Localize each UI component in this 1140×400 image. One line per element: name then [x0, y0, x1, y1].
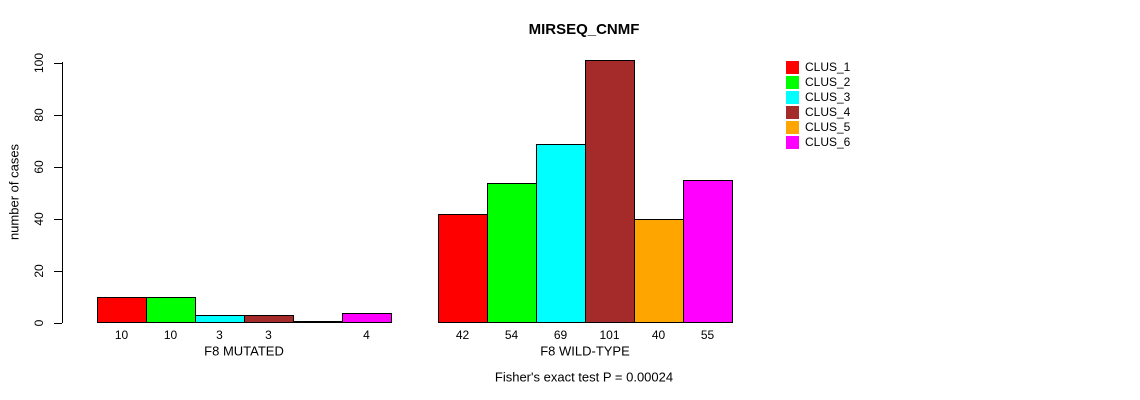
y-axis-line — [62, 62, 63, 323]
bar-value-label: 55 — [700, 328, 715, 342]
y-tick-label: 60 — [32, 160, 46, 174]
bar-value-label: 42 — [455, 328, 470, 342]
caption: Fisher's exact test P = 0.00024 — [494, 369, 674, 385]
legend-row: CLUS_2 — [786, 75, 850, 90]
y-tick-mark — [54, 219, 62, 220]
y-tick-mark — [54, 323, 62, 324]
y-tick-label: 20 — [32, 264, 46, 278]
legend-swatch-icon — [786, 61, 799, 74]
legend-swatch-icon — [786, 121, 799, 134]
bar-clus_1-1 — [438, 214, 488, 323]
y-tick-mark — [54, 271, 62, 272]
y-tick-label: 0 — [32, 319, 46, 327]
legend-label: CLUS_1 — [805, 60, 851, 74]
legend-swatch-icon — [786, 136, 799, 149]
bar-clus_1-0 — [97, 297, 147, 323]
legend-swatch-icon — [786, 91, 799, 104]
legend-row: CLUS_3 — [786, 90, 850, 105]
legend-row: CLUS_6 — [786, 135, 850, 150]
legend-row: CLUS_1 — [786, 60, 850, 75]
bar-value-label: 69 — [553, 328, 568, 342]
group-label: F8 MUTATED — [204, 343, 284, 359]
group-label: F8 WILD-TYPE — [540, 343, 630, 359]
legend-row: CLUS_5 — [786, 120, 850, 135]
bar-clus_5-0 — [293, 321, 343, 323]
bar-clus_4-0 — [244, 315, 294, 323]
bar-clus_5-1 — [634, 219, 684, 323]
y-tick-label: 40 — [32, 212, 46, 226]
y-axis-label: number of cases — [6, 143, 22, 241]
legend-swatch-icon — [786, 76, 799, 89]
bar-value-label: 10 — [163, 328, 178, 342]
bar-clus_3-0 — [195, 315, 245, 323]
bar-value-label: 3 — [265, 328, 272, 342]
bar-value-label: 4 — [363, 328, 370, 342]
bar-clus_6-0 — [342, 313, 392, 323]
bar-value-label: 54 — [504, 328, 519, 342]
legend-label: CLUS_4 — [805, 105, 851, 119]
bar-value-label: 3 — [216, 328, 223, 342]
y-tick-mark — [54, 167, 62, 168]
bar-clus_2-1 — [487, 183, 537, 323]
bar-clus_2-0 — [146, 297, 196, 323]
y-tick-label: 80 — [32, 108, 46, 122]
legend-label: CLUS_3 — [805, 90, 851, 104]
y-tick-mark — [54, 63, 62, 64]
legend-swatch-icon — [786, 106, 799, 119]
y-tick-label: 100 — [32, 52, 46, 74]
legend-row: CLUS_4 — [786, 105, 850, 120]
bar-clus_6-1 — [683, 180, 733, 323]
bar-clus_4-1 — [585, 60, 635, 323]
bar-clus_3-1 — [536, 144, 586, 323]
legend-label: CLUS_5 — [805, 120, 851, 134]
legend: CLUS_1 CLUS_2 CLUS_3 CLUS_4 CLUS_5 CLUS_6 — [786, 60, 850, 150]
bar-value-label: 10 — [114, 328, 129, 342]
legend-label: CLUS_6 — [805, 135, 851, 149]
bar-value-label: 40 — [651, 328, 666, 342]
y-tick-mark — [54, 115, 62, 116]
legend-label: CLUS_2 — [805, 75, 851, 89]
chart-title: MIRSEQ_CNMF — [528, 21, 640, 38]
bar-value-label: 101 — [599, 328, 620, 342]
